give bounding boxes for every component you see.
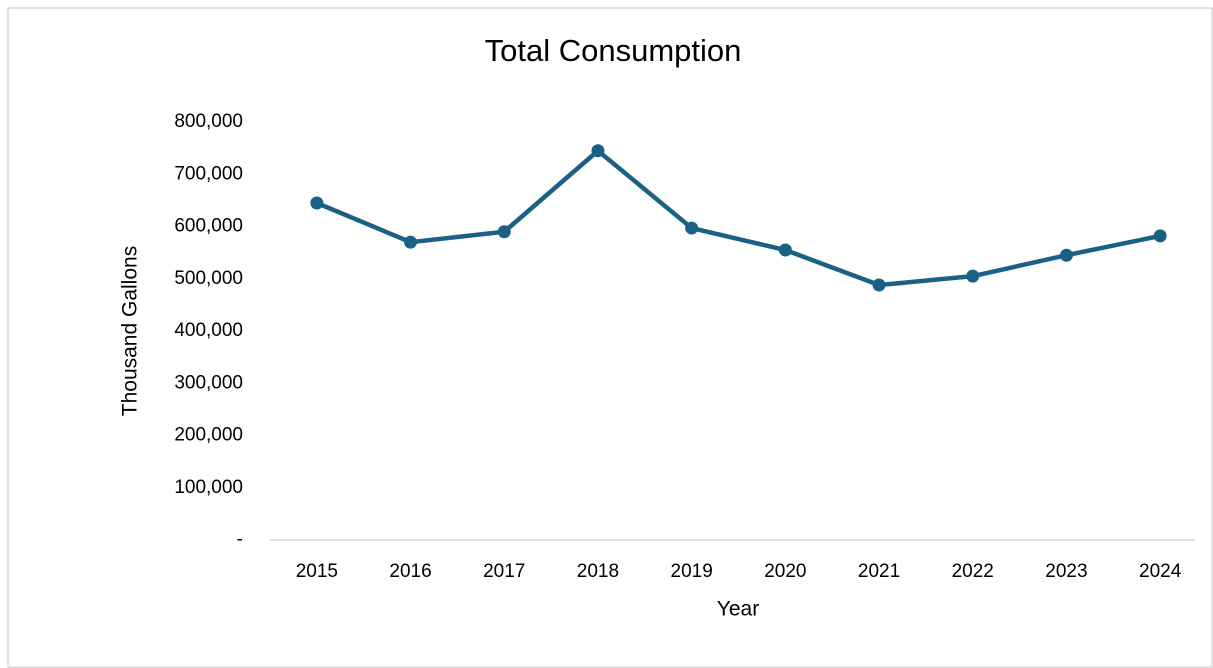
marker xyxy=(497,225,511,239)
x-tick-label: 2024 xyxy=(1139,561,1182,582)
marker xyxy=(966,269,980,283)
y-tick-label: 400,000 xyxy=(174,320,243,341)
marker xyxy=(685,221,699,235)
x-tick-label: 2016 xyxy=(389,561,431,582)
x-tick-label: 2018 xyxy=(577,561,619,582)
x-axis-label: Year xyxy=(717,598,759,621)
x-tick-label: 2015 xyxy=(296,561,338,582)
y-tick-label: - xyxy=(237,529,243,550)
chart-frame xyxy=(7,7,1213,668)
marker xyxy=(778,243,792,257)
marker xyxy=(1153,229,1167,243)
marker xyxy=(1059,248,1073,262)
x-tick-label: 2023 xyxy=(1045,561,1087,582)
x-tick-label: 2019 xyxy=(671,561,713,582)
marker xyxy=(310,196,324,210)
y-tick-label: 300,000 xyxy=(174,372,243,393)
y-axis-label: Thousand Gallons xyxy=(119,246,142,416)
x-tick-label: 2020 xyxy=(764,561,806,582)
x-tick-label: 2022 xyxy=(952,561,994,582)
marker xyxy=(872,278,886,292)
y-tick-label: 800,000 xyxy=(174,111,243,132)
chart-title: Total Consumption xyxy=(485,33,742,68)
marker xyxy=(404,235,418,249)
marker xyxy=(591,144,605,158)
x-tick-label: 2021 xyxy=(858,561,900,582)
y-tick-label: 100,000 xyxy=(174,477,243,498)
line xyxy=(315,148,1161,288)
y-tick-label: 200,000 xyxy=(174,425,243,446)
y-tick-label: 500,000 xyxy=(174,268,243,289)
y-tick-label: 600,000 xyxy=(174,216,243,237)
y-tick-label: 700,000 xyxy=(174,163,243,184)
x-tick-label: 2017 xyxy=(483,561,525,582)
